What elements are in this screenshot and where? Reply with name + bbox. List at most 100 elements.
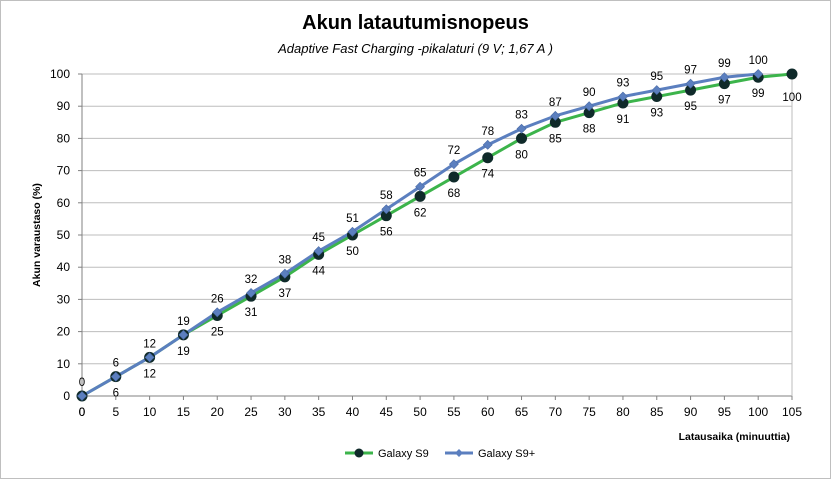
- x-tick-label: 15: [177, 405, 191, 419]
- data-point: [77, 391, 87, 401]
- data-label: 37: [278, 288, 291, 300]
- y-tick-label: 90: [57, 99, 71, 113]
- data-point: [516, 123, 527, 134]
- data-point: [246, 288, 256, 298]
- y-tick-label: 50: [57, 228, 71, 242]
- data-label: 50: [346, 246, 359, 258]
- legend-label: Galaxy S9: [378, 448, 429, 460]
- data-label: 32: [245, 274, 258, 286]
- data-label: 12: [143, 368, 156, 380]
- data-point: [618, 91, 628, 102]
- data-point: [516, 132, 528, 144]
- data-point: [313, 246, 324, 257]
- data-point: [584, 101, 595, 112]
- data-point: [482, 152, 494, 164]
- data-label: 72: [448, 145, 461, 157]
- data-label: 38: [278, 255, 291, 267]
- data-point: [381, 204, 392, 215]
- data-point: [415, 181, 426, 192]
- legend-marker: [354, 448, 364, 458]
- data-label: 26: [211, 293, 224, 305]
- data-label: 6: [113, 388, 119, 400]
- data-label: 97: [684, 65, 697, 77]
- data-label: 19: [177, 346, 190, 358]
- data-label: 97: [718, 95, 731, 107]
- data-label: 93: [617, 78, 630, 90]
- data-label: 93: [650, 108, 663, 120]
- data-point: [550, 110, 561, 121]
- y-tick-label: 30: [57, 292, 71, 306]
- y-tick-label: 100: [50, 67, 70, 81]
- chart-subtitle: Adaptive Fast Charging -pikalaturi (9 V;…: [278, 41, 553, 56]
- data-point: [617, 97, 629, 109]
- chart-title: Akun latautumisnopeus: [302, 12, 529, 34]
- data-point: [144, 352, 155, 363]
- data-point: [549, 116, 561, 128]
- x-tick-label: 0: [79, 405, 86, 419]
- data-point: [380, 210, 392, 222]
- x-tick-label: 65: [515, 405, 529, 419]
- legend-marker: [455, 449, 463, 457]
- y-tick-label: 80: [57, 131, 71, 145]
- x-tick-label: 55: [447, 405, 461, 419]
- data-point: [212, 307, 223, 318]
- x-tick-label: 20: [211, 405, 225, 419]
- data-label: 99: [752, 88, 765, 100]
- data-point: [583, 107, 595, 119]
- x-tick-label: 40: [346, 405, 360, 419]
- data-label: 31: [245, 307, 258, 319]
- data-point: [753, 69, 764, 79]
- x-tick-label: 95: [718, 405, 732, 419]
- x-tick-label: 10: [143, 405, 157, 419]
- x-tick-label: 80: [616, 405, 630, 419]
- y-tick-label: 10: [57, 357, 71, 371]
- x-tick-label: 35: [312, 405, 326, 419]
- y-axis-title: Akun varaustaso (%): [31, 183, 43, 287]
- data-point: [482, 139, 493, 150]
- data-label: 0: [79, 407, 85, 419]
- x-tick-label: 50: [413, 405, 427, 419]
- data-label: 78: [481, 126, 494, 138]
- data-point: [347, 226, 358, 237]
- x-tick-label: 5: [112, 405, 119, 419]
- data-label: 99: [718, 58, 731, 70]
- data-label: 85: [549, 133, 562, 145]
- x-tick-label: 85: [650, 405, 664, 419]
- y-tick-label: 20: [57, 325, 71, 339]
- data-label: 12: [143, 338, 156, 350]
- data-label: 58: [380, 190, 393, 202]
- y-tick-labels: 0 10 20 30 40 50 60 70 80 90 100: [50, 67, 82, 403]
- data-label: 19: [177, 316, 190, 328]
- data-point: [178, 329, 189, 340]
- data-label: 65: [414, 168, 427, 180]
- data-label: 6: [113, 358, 119, 370]
- series-layer: [76, 68, 798, 402]
- x-tick-label: 70: [549, 405, 563, 419]
- data-point: [448, 159, 459, 170]
- data-labels: 0612192531374450566268748085889193959799…: [79, 55, 802, 419]
- data-label: 83: [515, 110, 528, 122]
- data-label: 56: [380, 227, 393, 239]
- x-tick-label: 45: [380, 405, 394, 419]
- data-point: [786, 68, 798, 80]
- y-tick-label: 40: [57, 260, 71, 274]
- x-tick-label: 60: [481, 405, 495, 419]
- x-tick-label: 90: [684, 405, 698, 419]
- data-label: 74: [481, 169, 494, 181]
- data-label: 45: [312, 232, 325, 244]
- data-label: 88: [583, 124, 596, 136]
- data-point: [110, 371, 121, 382]
- data-label: 87: [549, 97, 562, 109]
- y-tick-label: 70: [57, 164, 71, 178]
- data-label: 95: [650, 71, 663, 83]
- x-tick-label: 75: [582, 405, 596, 419]
- data-label: 25: [211, 327, 224, 339]
- data-label: 90: [583, 87, 596, 99]
- x-tick-label: 105: [782, 405, 802, 419]
- data-label: 51: [346, 213, 359, 225]
- data-label: 44: [312, 265, 325, 277]
- data-label: 80: [515, 149, 528, 161]
- data-label: 0: [79, 377, 85, 389]
- data-point: [448, 171, 460, 183]
